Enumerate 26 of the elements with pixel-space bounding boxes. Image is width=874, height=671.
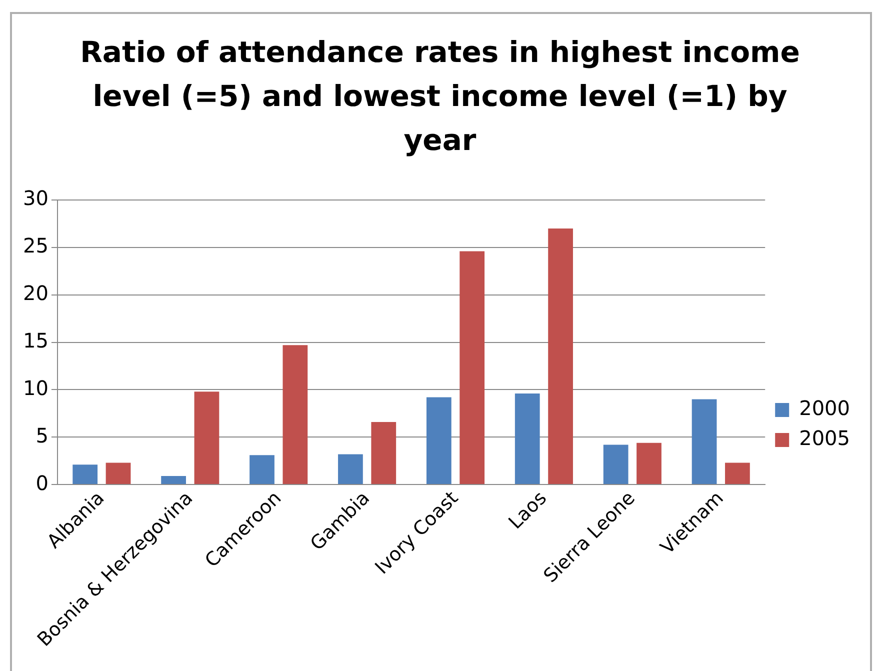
legend-label: 2000 xyxy=(799,396,850,420)
bar xyxy=(106,462,131,484)
legend-label: 2005 xyxy=(799,426,850,450)
y-tick-label: 10 xyxy=(22,376,48,400)
bar xyxy=(514,393,540,484)
y-tick-label: 30 xyxy=(22,186,48,210)
bar xyxy=(426,397,452,484)
bar xyxy=(725,462,750,484)
y-tick-label: 0 xyxy=(36,470,48,495)
bar xyxy=(282,345,308,484)
bar xyxy=(371,422,396,484)
y-tick-label: 20 xyxy=(22,281,48,306)
bar xyxy=(460,251,485,484)
y-tick-label: 25 xyxy=(22,234,48,258)
y-tick-label: 5 xyxy=(36,423,48,448)
bar xyxy=(603,444,628,484)
bar xyxy=(636,442,662,484)
chart-title: Ratio of attendance rates in highest income level (=5) and lowest income level (=1) by year xyxy=(79,34,801,159)
bar xyxy=(72,464,98,484)
bar xyxy=(692,399,717,484)
bar xyxy=(194,392,220,484)
bar xyxy=(250,455,274,484)
bar xyxy=(338,454,363,484)
bar xyxy=(548,228,573,484)
y-tick-label: 15 xyxy=(22,328,48,352)
bar xyxy=(161,476,186,484)
